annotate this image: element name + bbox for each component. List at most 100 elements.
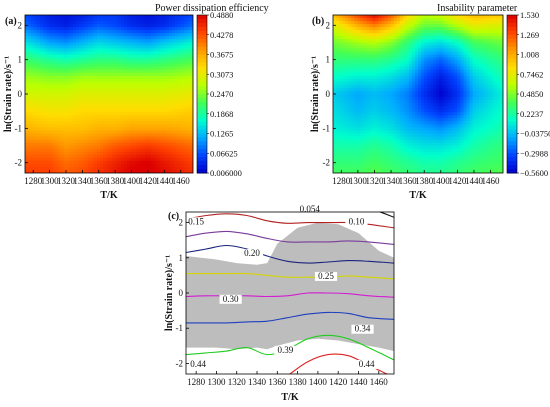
heatmap-cell (169, 54, 173, 59)
heatmap-cell (154, 39, 158, 43)
heatmap-cell (363, 18, 367, 22)
heatmap-cell (414, 78, 419, 83)
heatmap-cell (166, 48, 170, 53)
heatmap-cell (360, 115, 364, 119)
heatmap-cell (109, 30, 113, 34)
heatmap-cell (58, 15, 62, 19)
heatmap-cell (445, 97, 449, 101)
x-tick-label-a: 1400 (123, 176, 142, 186)
heatmap-cell (436, 15, 440, 19)
heatmap-cell (148, 94, 152, 98)
heatmap-cell (130, 136, 134, 141)
heatmap-cell (46, 21, 50, 25)
heatmap-cell (85, 103, 89, 107)
heatmap-cell (481, 18, 486, 22)
heatmap-cell (445, 15, 449, 19)
heatmap-cell (151, 45, 155, 50)
heatmap-cell (342, 103, 346, 107)
heatmap-cell (187, 145, 191, 150)
heatmap-cell (408, 21, 413, 25)
heatmap-cell (451, 72, 456, 77)
heatmap-cell (34, 103, 38, 107)
heatmap-cell (148, 127, 152, 132)
heatmap-cell (169, 118, 173, 122)
heatmap-cell (393, 94, 398, 98)
heatmap-cell (339, 115, 343, 119)
heatmap-cell (55, 54, 59, 59)
heatmap-cell (399, 84, 404, 89)
heatmap-cell (46, 163, 50, 168)
heatmap-cell (421, 87, 425, 92)
heatmap-cell (466, 66, 471, 71)
heatmap-cell (157, 160, 161, 165)
heatmap-cell (478, 48, 483, 53)
heatmap-cell (142, 66, 146, 71)
heatmap-cell (490, 72, 495, 77)
heatmap-cell (414, 100, 419, 104)
heatmap-cell (357, 21, 361, 25)
heatmap-cell (433, 15, 437, 19)
heatmap-cell (163, 127, 167, 132)
heatmap-cell (73, 66, 77, 71)
heatmap-cell (148, 54, 152, 59)
heatmap-cell (97, 54, 101, 59)
heatmap-cell (387, 33, 392, 37)
heatmap-cell (351, 87, 355, 92)
heatmap-cell (88, 109, 92, 113)
heatmap-cell (100, 166, 104, 171)
panel-label-a: (a) (5, 16, 17, 27)
heatmap-cell (91, 154, 95, 159)
heatmap-cell (411, 94, 416, 98)
heatmap-cell (351, 109, 355, 113)
heatmap-cell (55, 69, 59, 74)
heatmap-cell (49, 160, 53, 165)
heatmap-cell (354, 48, 358, 53)
heatmap-cell (460, 94, 465, 98)
heatmap-cell (157, 145, 161, 150)
heatmap-cell (43, 94, 47, 98)
heatmap-cell (496, 66, 501, 71)
heatmap-cell (399, 97, 404, 101)
heatmap-cell (372, 121, 377, 125)
heatmap-cell (136, 15, 140, 19)
heatmap-cell (499, 109, 503, 113)
heatmap-cell (336, 48, 340, 53)
heatmap-cell (130, 139, 134, 144)
heatmap-cell (76, 81, 80, 86)
heatmap-cell (181, 130, 185, 135)
heatmap-cell (76, 109, 80, 113)
heatmap-cell (121, 18, 125, 22)
heatmap-cell (145, 27, 149, 31)
heatmap-cell (411, 54, 416, 59)
heatmap-cell (55, 148, 59, 153)
heatmap-cell (390, 15, 395, 19)
heatmap-cell (25, 124, 29, 129)
heatmap-cell (493, 24, 498, 28)
heatmap-cell (121, 127, 125, 132)
heatmap-cell (421, 51, 425, 56)
heatmap-cell (454, 30, 459, 34)
heatmap-cell (127, 100, 131, 104)
heatmap-cell (351, 24, 355, 28)
heatmap-cell (43, 18, 47, 22)
heatmap-cell (160, 90, 164, 95)
heatmap-cell (76, 103, 80, 107)
heatmap-cell (439, 112, 443, 116)
heatmap-cell (70, 69, 74, 74)
heatmap-cell (64, 27, 68, 31)
heatmap-cell (181, 124, 185, 129)
heatmap-cell (94, 103, 98, 107)
heatmap-cell (49, 60, 53, 65)
heatmap-cell (37, 130, 41, 135)
heatmap-cell (427, 112, 431, 116)
heatmap-cell (348, 63, 352, 68)
heatmap-cell (402, 87, 407, 92)
heatmap-cell (414, 106, 419, 110)
heatmap-cell (472, 78, 477, 83)
heatmap-cell (402, 81, 407, 86)
heatmap-cell (130, 133, 134, 138)
heatmap-cell (414, 39, 419, 43)
heatmap-cell (28, 112, 32, 116)
heatmap-cell (151, 39, 155, 43)
heatmap-cell (187, 63, 191, 68)
